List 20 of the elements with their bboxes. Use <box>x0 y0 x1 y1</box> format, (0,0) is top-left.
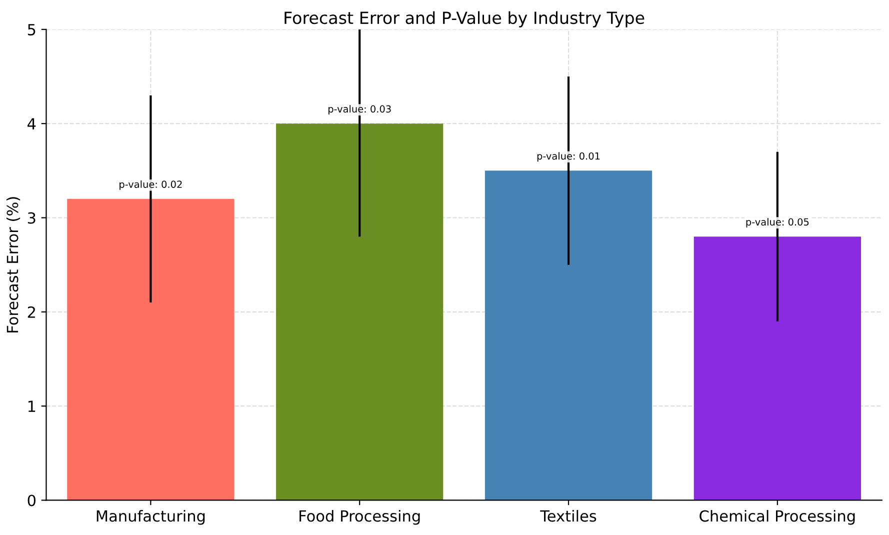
y-tick-label: 3 <box>28 212 36 224</box>
annotation: p-value: 0.03 <box>328 105 391 114</box>
annotation: p-value: 0.02 <box>120 180 182 190</box>
bar <box>484 170 652 500</box>
annotation: p-value: 0.05 <box>746 218 809 228</box>
bar <box>694 236 861 500</box>
x-tick-label: Manufacturing <box>96 510 205 525</box>
x-tick-label: Chemical Processing <box>700 510 855 525</box>
y-axis-title: Forecast Error (%) <box>6 197 20 332</box>
y-tick-label: 2 <box>28 306 35 318</box>
x-tick-label: Textiles <box>540 510 596 522</box>
x-tick-label: Food Processing <box>300 510 420 525</box>
y-tick-label: 0 <box>28 494 36 506</box>
y-tick-label: 4 <box>28 118 36 130</box>
annotation: p-value: 0.01 <box>537 152 600 162</box>
chart-title: Forecast Error and P-Value by Industry Type <box>284 11 644 28</box>
bar <box>276 124 444 500</box>
y-tick-label: 1 <box>28 400 36 412</box>
bar <box>67 198 234 500</box>
y-tick-label: 5 <box>28 24 36 36</box>
